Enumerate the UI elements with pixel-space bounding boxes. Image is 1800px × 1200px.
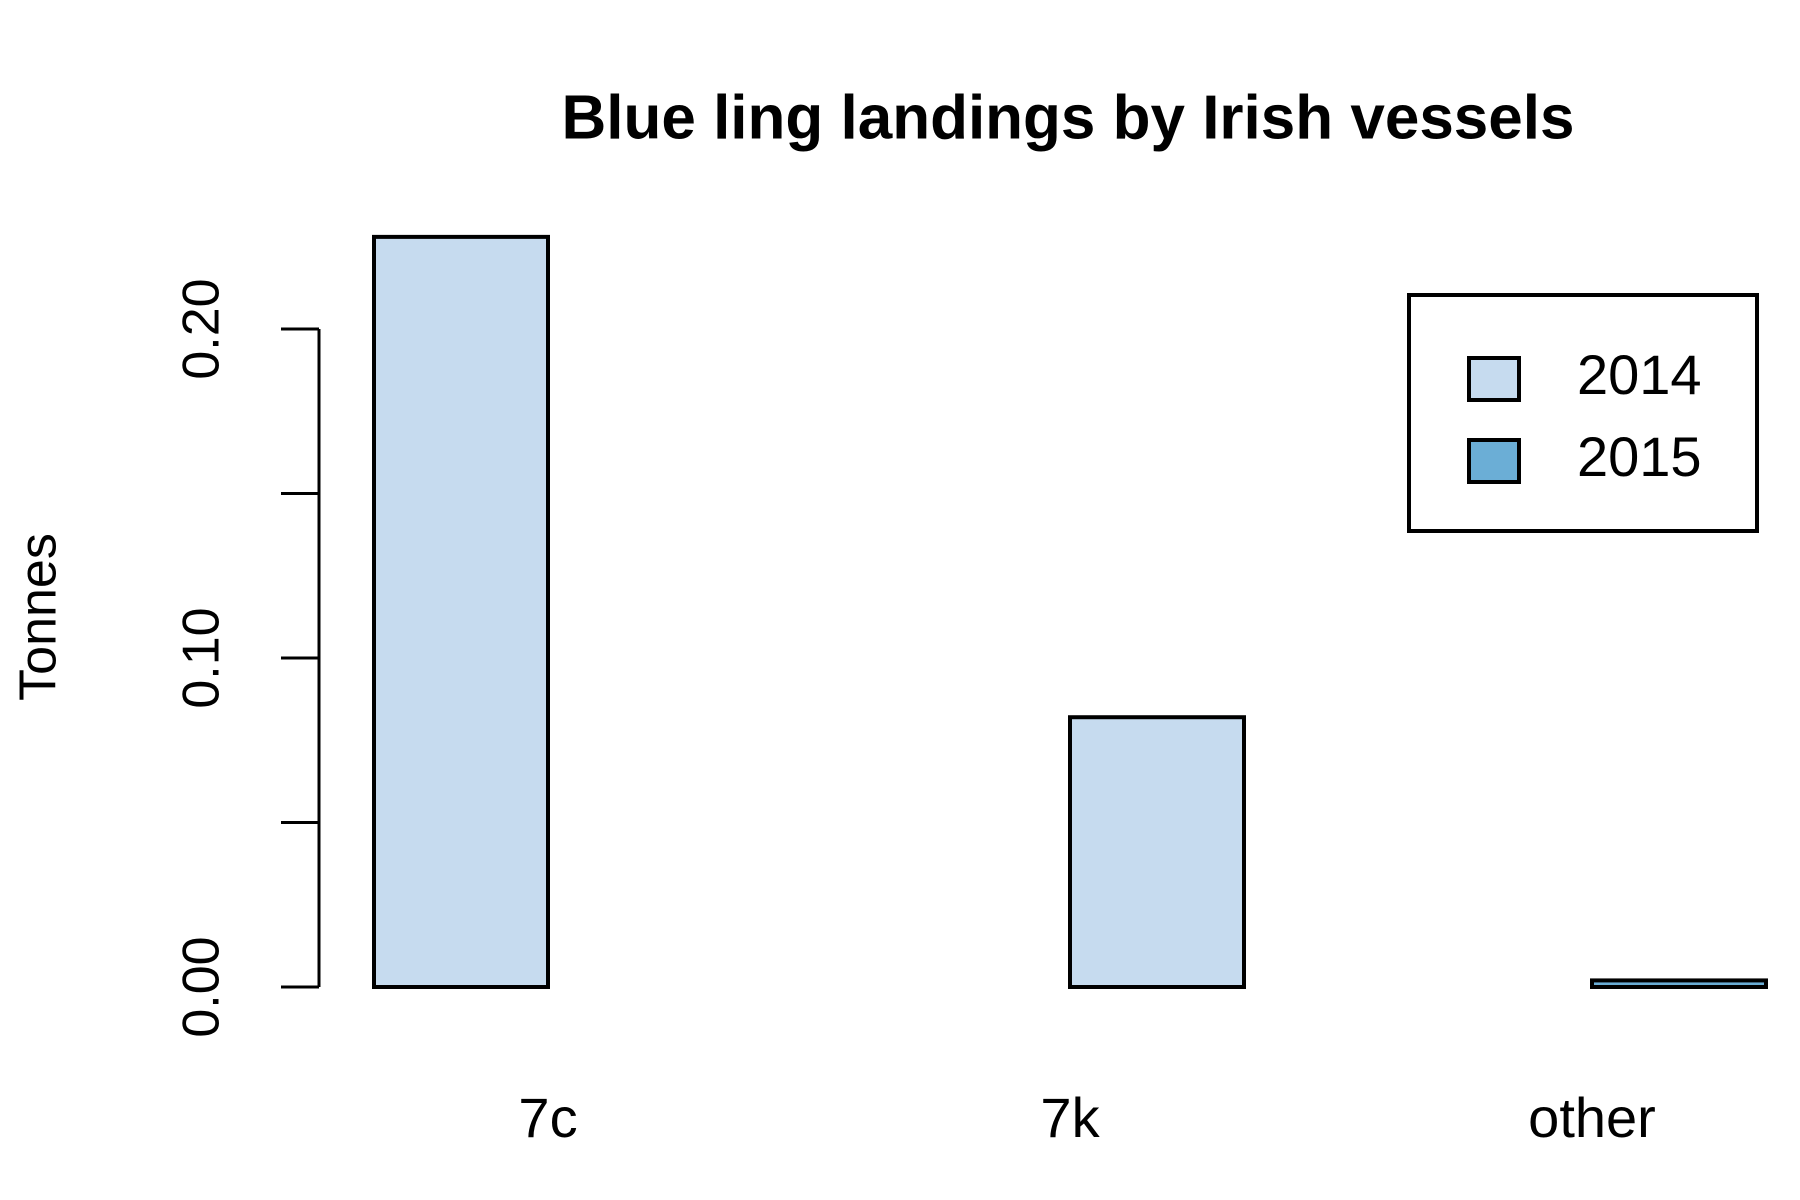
x-tick-label: 7k: [1040, 1086, 1100, 1149]
y-tick-label: 0.00: [173, 936, 231, 1037]
bar: [1068, 715, 1246, 989]
y-tick-label: 0.20: [173, 278, 231, 379]
chart-title: Blue ling landings by Irish vessels: [562, 83, 1575, 152]
legend-box: [1407, 293, 1759, 533]
x-tick-label: 7c: [518, 1086, 577, 1149]
y-tick-label: 0.10: [173, 607, 231, 708]
bar: [372, 234, 550, 989]
legend-label: 2014: [1577, 343, 1702, 406]
x-tick-label: other: [1528, 1086, 1656, 1149]
legend-swatch: [1467, 356, 1521, 402]
legend-label: 2015: [1577, 425, 1702, 488]
y-axis-label: Tonnes: [10, 533, 68, 701]
bar: [1590, 978, 1768, 989]
legend-swatch: [1467, 438, 1521, 484]
